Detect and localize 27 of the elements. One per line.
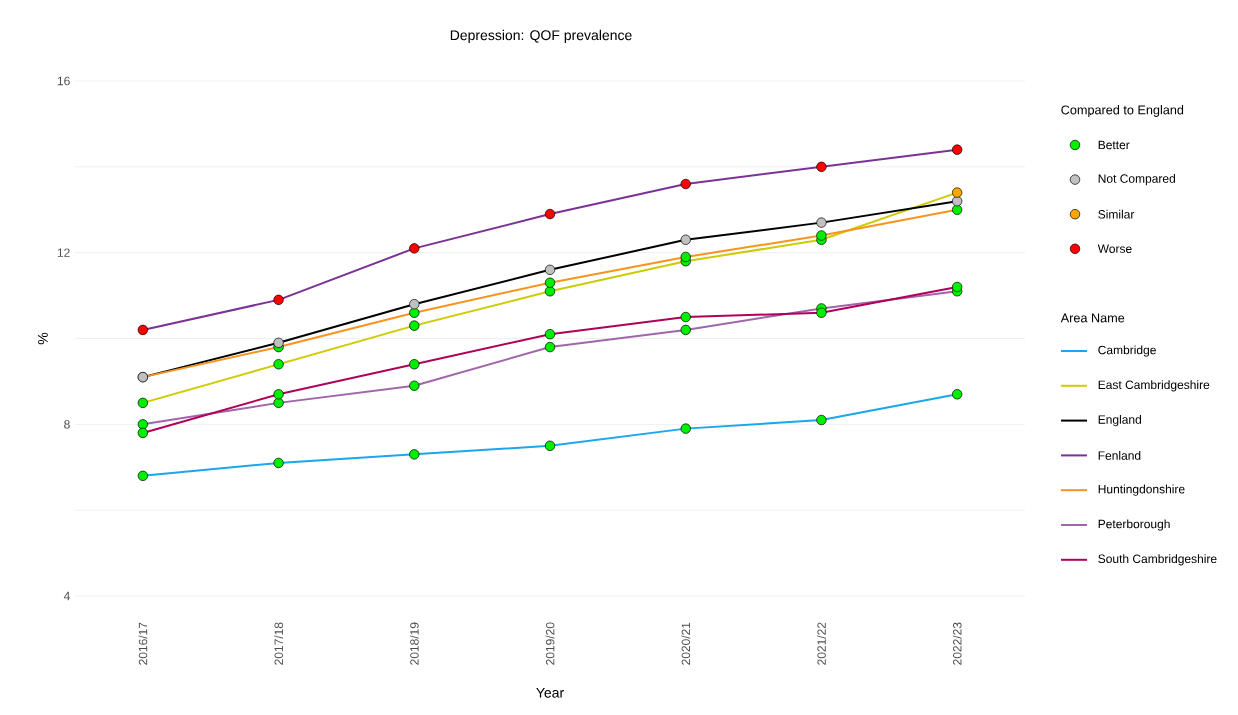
legend-label: Huntingdonshire xyxy=(1098,484,1185,496)
chart-title: Depression: QOF prevalence xyxy=(450,29,632,43)
legend-label: East Cambridgeshire xyxy=(1098,380,1210,392)
legend-label: Not Compared xyxy=(1098,174,1175,186)
y-tick-label: 16 xyxy=(57,76,70,86)
x-tick-label: 2021/22 xyxy=(817,622,826,665)
legend-label: Fenland xyxy=(1098,450,1141,460)
legend-label: Similar xyxy=(1098,209,1135,219)
y-axis-title: % xyxy=(38,332,48,345)
legend-label: Better xyxy=(1098,140,1130,150)
x-tick-label: 2018/19 xyxy=(409,622,419,665)
legend-label: South Cambridgeshire xyxy=(1098,554,1217,566)
x-tick-label: 2019/20 xyxy=(545,622,555,665)
legend-label: Cambridge xyxy=(1098,345,1156,357)
x-axis-title: Year xyxy=(536,687,564,698)
text: Area Name xyxy=(1060,313,1125,323)
x-tick-label: 2020/21 xyxy=(681,622,691,665)
legend-label: Peterborough xyxy=(1098,519,1170,531)
legend-label: England xyxy=(1098,415,1141,427)
y-tick-label: 8 xyxy=(64,420,70,429)
y-tick-label: 12 xyxy=(57,248,70,257)
legend-label: Worse xyxy=(1097,244,1132,253)
x-tick-label: 2017/18 xyxy=(274,622,283,665)
legend-title: Compared to England xyxy=(1061,105,1184,117)
x-tick-label: 2016/17 xyxy=(138,622,148,665)
x-tick-label: 2022/23 xyxy=(952,622,962,665)
y-tick-label: 4 xyxy=(63,591,70,601)
